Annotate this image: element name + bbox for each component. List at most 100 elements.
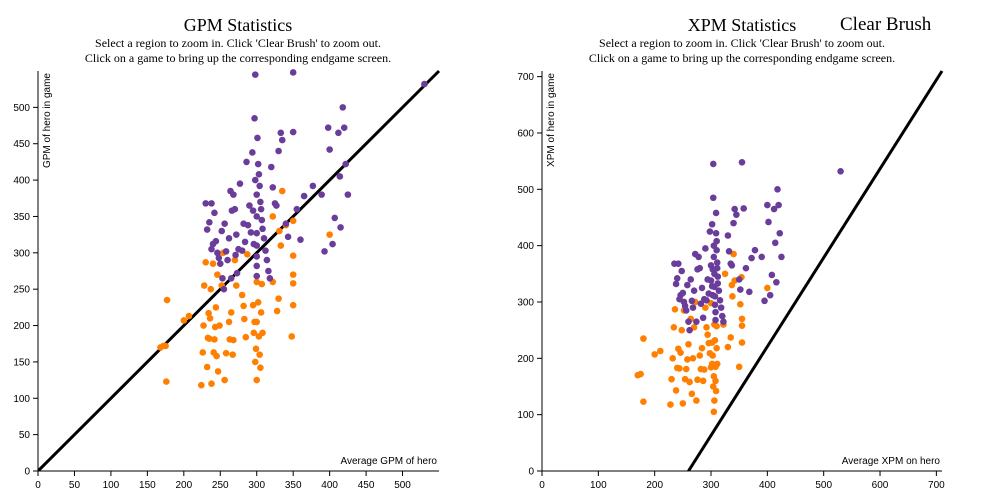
- xpm-data-point[interactable]: [690, 287, 698, 295]
- xpm-data-point[interactable]: [688, 297, 696, 305]
- gpm-data-point[interactable]: [205, 309, 212, 317]
- xpm-data-point[interactable]: [671, 306, 679, 313]
- gpm-data-point[interactable]: [206, 335, 213, 342]
- gpm-data-point[interactable]: [241, 315, 248, 323]
- xpm-data-point[interactable]: [699, 377, 707, 385]
- gpm-data-point[interactable]: [253, 253, 261, 260]
- gpm-data-point[interactable]: [229, 351, 236, 358]
- gpm-data-point[interactable]: [249, 301, 257, 309]
- gpm-data-point[interactable]: [254, 134, 261, 142]
- xpm-data-point[interactable]: [709, 194, 717, 202]
- gpm-data-point[interactable]: [180, 317, 188, 324]
- gpm-data-point[interactable]: [289, 128, 297, 136]
- gpm-data-point[interactable]: [225, 318, 233, 326]
- gpm-data-point[interactable]: [253, 318, 261, 326]
- gpm-data-point[interactable]: [421, 80, 428, 88]
- gpm-data-point[interactable]: [233, 231, 240, 238]
- gpm-data-point[interactable]: [273, 202, 280, 209]
- gpm-data-point[interactable]: [214, 271, 221, 278]
- gpm-data-point[interactable]: [208, 200, 215, 207]
- xpm-data-point[interactable]: [768, 271, 776, 279]
- gpm-data-point[interactable]: [249, 149, 256, 156]
- gpm-data-point[interactable]: [208, 380, 215, 388]
- gpm-data-point[interactable]: [262, 247, 269, 254]
- xpm-data-point[interactable]: [717, 304, 725, 311]
- gpm-data-point[interactable]: [289, 280, 297, 287]
- xpm-data-point[interactable]: [679, 400, 687, 407]
- xpm-data-point[interactable]: [725, 247, 733, 255]
- gpm-data-point[interactable]: [222, 349, 230, 357]
- gpm-data-point[interactable]: [309, 182, 317, 190]
- xpm-data-point[interactable]: [761, 297, 768, 305]
- xpm-data-point[interactable]: [770, 205, 778, 213]
- gpm-data-point[interactable]: [268, 163, 275, 171]
- xpm-data-point[interactable]: [678, 267, 686, 275]
- gpm-data-point[interactable]: [331, 214, 339, 222]
- gpm-data-point[interactable]: [278, 136, 286, 144]
- xpm-data-point[interactable]: [765, 218, 772, 226]
- xpm-data-point[interactable]: [651, 351, 658, 358]
- gpm-data-point[interactable]: [241, 238, 249, 246]
- gpm-data-point[interactable]: [253, 376, 261, 384]
- xpm-data-point[interactable]: [740, 205, 747, 212]
- xpm-data-point[interactable]: [697, 300, 705, 307]
- xpm-data-point[interactable]: [737, 300, 744, 308]
- xpm-data-point[interactable]: [710, 253, 718, 261]
- gpm-data-point[interactable]: [163, 378, 170, 385]
- xpm-data-point[interactable]: [702, 304, 709, 311]
- xpm-data-point[interactable]: [712, 387, 720, 395]
- gpm-data-point[interactable]: [256, 182, 263, 190]
- gpm-data-point[interactable]: [251, 358, 259, 366]
- gpm-data-point[interactable]: [257, 309, 265, 316]
- gpm-data-point[interactable]: [342, 160, 349, 168]
- gpm-data-point[interactable]: [256, 351, 263, 358]
- gpm-data-point[interactable]: [218, 227, 226, 235]
- gpm-data-point[interactable]: [221, 220, 228, 228]
- gpm-data-point[interactable]: [300, 192, 308, 200]
- xpm-data-point[interactable]: [672, 387, 680, 394]
- xpm-data-point[interactable]: [751, 246, 759, 254]
- gpm-data-point[interactable]: [326, 146, 333, 153]
- xpm-data-point[interactable]: [712, 308, 719, 316]
- gpm-data-point[interactable]: [336, 173, 344, 180]
- gpm-data-point[interactable]: [253, 262, 261, 270]
- xpm-data-point[interactable]: [672, 280, 680, 288]
- gpm-data-point[interactable]: [216, 260, 224, 268]
- gpm-data-point[interactable]: [254, 160, 262, 168]
- gpm-data-point[interactable]: [329, 240, 336, 248]
- gpm-data-point[interactable]: [284, 233, 292, 241]
- gpm-data-point[interactable]: [230, 336, 237, 344]
- xpm-data-point[interactable]: [709, 352, 717, 359]
- gpm-data-point[interactable]: [257, 205, 265, 213]
- gpm-data-point[interactable]: [238, 291, 246, 299]
- xpm-data-point[interactable]: [693, 318, 700, 326]
- gpm-data-point[interactable]: [251, 71, 259, 78]
- gpm-data-point[interactable]: [162, 342, 169, 350]
- xpm-data-point[interactable]: [640, 335, 647, 342]
- gpm-data-point[interactable]: [209, 260, 217, 268]
- gpm-data-point[interactable]: [215, 254, 223, 262]
- gpm-data-point[interactable]: [269, 213, 277, 220]
- gpm-data-point[interactable]: [289, 217, 297, 225]
- gpm-data-point[interactable]: [257, 198, 264, 206]
- xpm-data-point[interactable]: [764, 284, 771, 292]
- xpm-data-point[interactable]: [776, 229, 784, 237]
- gpm-data-point[interactable]: [254, 298, 262, 306]
- gpm-data-point[interactable]: [258, 216, 266, 224]
- gpm-data-point[interactable]: [238, 247, 246, 254]
- xpm-data-point[interactable]: [696, 264, 704, 272]
- xpm-data-point[interactable]: [714, 273, 722, 280]
- gpm-data-point[interactable]: [282, 220, 290, 228]
- xpm-data-point[interactable]: [696, 352, 704, 359]
- xpm-data-point[interactable]: [668, 375, 675, 383]
- xpm-data-point[interactable]: [711, 397, 718, 404]
- gpm-data-point[interactable]: [253, 242, 261, 249]
- xpm-data-point[interactable]: [669, 355, 677, 362]
- xpm-data-point[interactable]: [712, 377, 719, 385]
- xpm-data-point[interactable]: [695, 253, 702, 261]
- gpm-data-point[interactable]: [202, 258, 209, 266]
- gpm-data-point[interactable]: [253, 272, 261, 280]
- gpm-data-point[interactable]: [244, 221, 252, 229]
- xpm-data-point[interactable]: [724, 232, 732, 239]
- gpm-data-point[interactable]: [321, 248, 328, 255]
